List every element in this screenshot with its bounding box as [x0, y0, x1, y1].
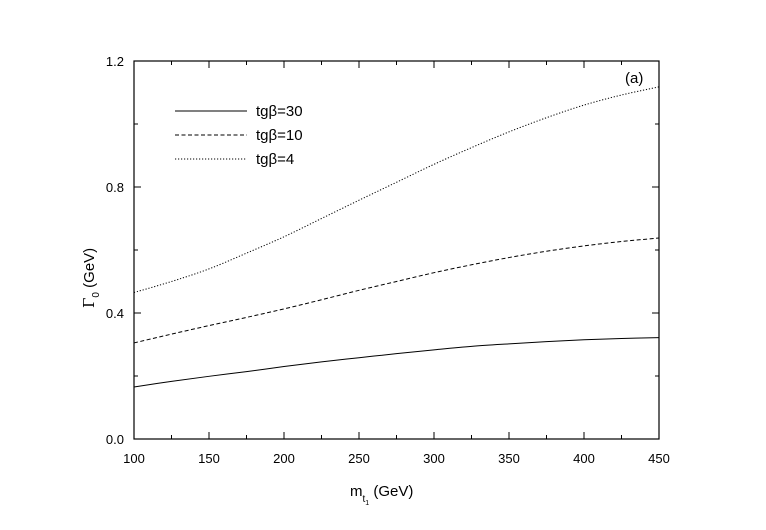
y-axis-title: Γ0 (GeV) [80, 248, 102, 308]
series-group [133, 86, 660, 388]
legend-label: tgβ=4 [256, 151, 294, 168]
series-line-dashed [133, 237, 660, 344]
x-tick-label: 300 [423, 451, 445, 466]
y-axis-title-sub: 0 [91, 292, 102, 298]
legend: tgβ=30 tgβ=10 tgβ=4 [175, 103, 303, 168]
ticks-group: 100 150 200 250 300 350 400 450 0.0 0.4 0.8 1.2 [106, 54, 670, 466]
y-axis-title-tail: (GeV) [81, 248, 98, 292]
plot-frame [133, 60, 660, 440]
x-tick-label: 450 [648, 451, 670, 466]
x-tick-label: 250 [348, 451, 370, 466]
x-tick-label: 150 [198, 451, 220, 466]
series-line-dotted [133, 86, 660, 293]
x-tick-label: 400 [573, 451, 595, 466]
y-tick-label: 0.8 [106, 180, 124, 195]
legend-label: tgβ=10 [256, 127, 303, 144]
plot-frame-group [133, 60, 660, 440]
y-axis-title-main: Γ [80, 298, 98, 308]
legend-label: tgβ=30 [256, 103, 303, 120]
y-tick-label: 0.4 [106, 306, 124, 321]
x-axis-title-main: m [350, 483, 363, 500]
panel-label: (a) [625, 70, 643, 87]
x-tick-label: 350 [498, 451, 520, 466]
y-tick-label: 1.2 [106, 54, 124, 69]
x-tick-label: 100 [123, 451, 145, 466]
x-axis-title-tail: (GeV) [369, 483, 413, 500]
x-axis-title-sub: t [363, 494, 366, 505]
x-tick-label: 200 [273, 451, 295, 466]
x-axis-title: mt1 (GeV) [350, 483, 413, 507]
x-axis-title-subsub: 1 [365, 500, 369, 507]
series-line-solid [133, 337, 660, 388]
y-tick-label: 0.0 [106, 432, 124, 447]
